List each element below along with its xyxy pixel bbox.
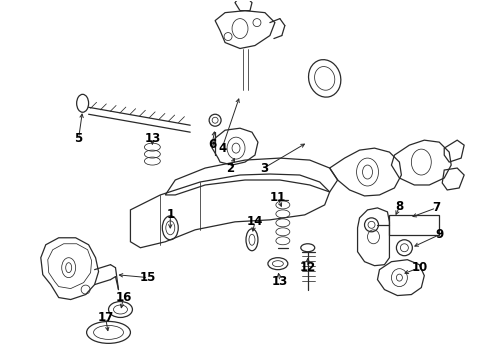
Text: 16: 16 (115, 291, 131, 304)
Text: 17: 17 (97, 311, 113, 324)
Text: 14: 14 (246, 215, 263, 228)
Text: 11: 11 (269, 192, 285, 204)
Text: 6: 6 (207, 138, 216, 150)
Text: 10: 10 (410, 261, 427, 274)
Text: 7: 7 (431, 201, 439, 215)
Bar (388, 215, 438, 235)
Text: 1: 1 (166, 208, 174, 221)
Text: 13: 13 (271, 275, 287, 288)
Text: 8: 8 (394, 201, 403, 213)
Text: 12: 12 (299, 261, 315, 274)
Text: 15: 15 (140, 271, 156, 284)
Text: 13: 13 (144, 132, 160, 145)
Text: 5: 5 (74, 132, 82, 145)
Text: 4: 4 (218, 141, 226, 155)
Text: 2: 2 (225, 162, 234, 175)
Text: 9: 9 (434, 228, 443, 241)
Text: 3: 3 (259, 162, 267, 175)
